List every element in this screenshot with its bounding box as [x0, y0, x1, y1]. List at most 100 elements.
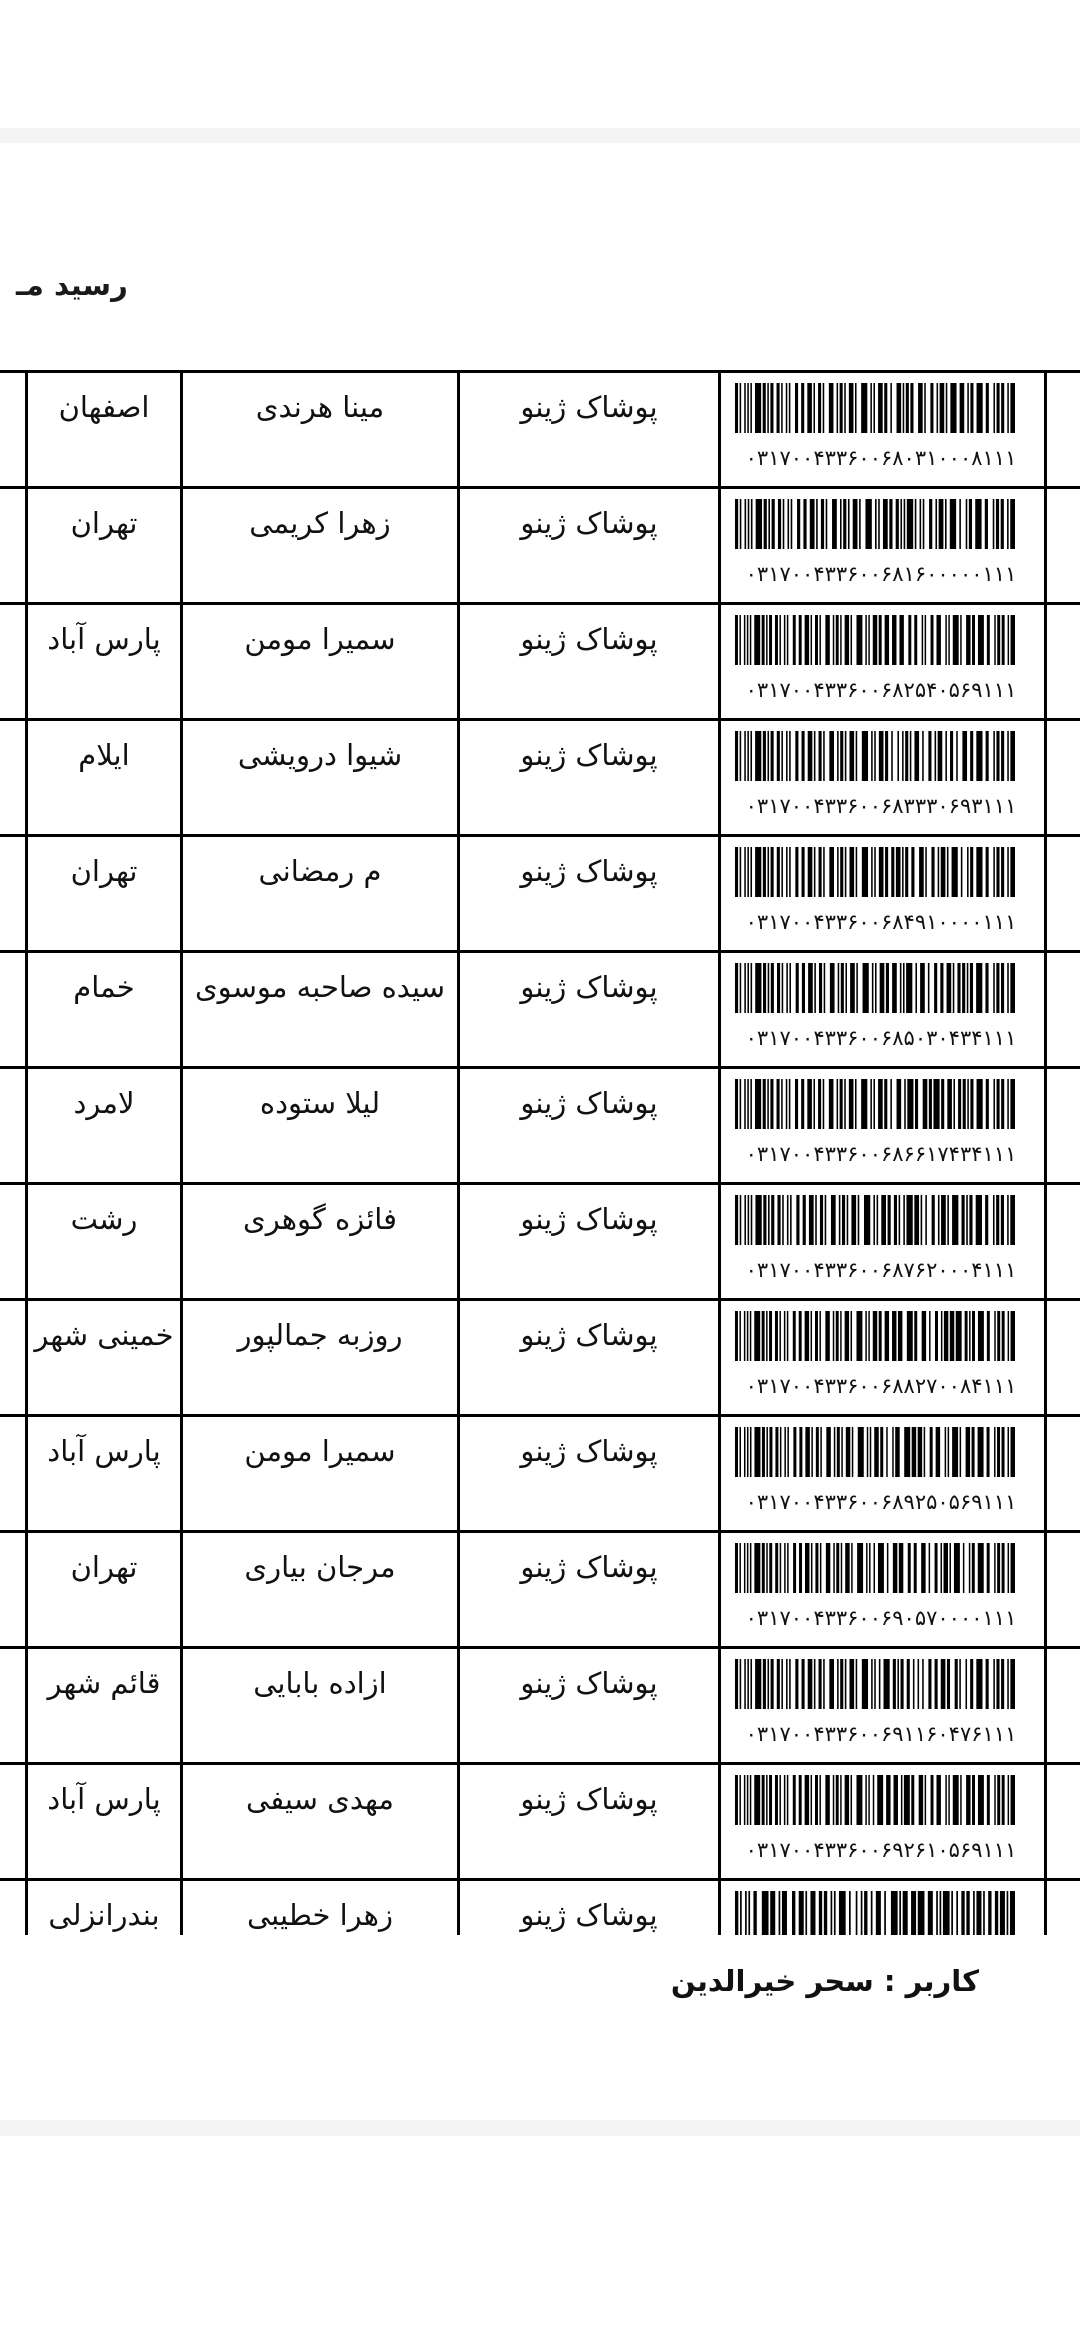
city-cell: خمینی شهر	[28, 1301, 180, 1414]
code-tail-cell: ۰۱	[0, 605, 25, 718]
barcode-number: ۰۳۱۷۰۰۴۳۳۶۰۰۶۸۸۲۷۰۰۸۴۱۱۱	[745, 1374, 1017, 1398]
barcode-cell: ۰۳۱۷۰۰۴۳۳۶۰۰۶۹۲۶۱۰۵۶۹۱۱۱	[721, 1765, 1044, 1878]
city-cell: پارس آباد	[28, 1417, 180, 1530]
sender-cell: پوشاک ژینو	[460, 1881, 718, 1935]
barcode-cell: ۰۳۱۷۰۰۴۳۳۶۰۰۶۸۲۵۴۰۵۶۹۱۱۱	[721, 605, 1044, 718]
code-tail-cell: ۰۲	[0, 1881, 25, 1935]
sender-cell: پوشاک ژینو	[460, 605, 718, 718]
receiver-cell: سمیرا مومن	[183, 1417, 457, 1530]
code-tail-cell: ۰۲	[0, 1185, 25, 1298]
sender-cell: پوشاک ژینو	[460, 837, 718, 950]
sender-cell: پوشاک ژینو	[460, 489, 718, 602]
city-cell: تهران	[28, 489, 180, 602]
barcode-cell: ۰۳۱۷۰۰۴۳۳۶۰۰۶۸۳۳۳۰۶۹۳۱۱۱	[721, 721, 1044, 834]
barcode-cell: ۰۳۱۷۰۰۴۳۳۶۰۰۶۸۶۶۱۷۴۳۴۱۱۱	[721, 1069, 1044, 1182]
receiver-cell: لیلا ستوده	[183, 1069, 457, 1182]
right-edge-cell	[1047, 1765, 1080, 1878]
barcode-number: ۰۳۱۷۰۰۴۳۳۶۰۰۶۸۶۶۱۷۴۳۴۱۱۱	[745, 1142, 1017, 1166]
receiver-cell: زهرا کریمی	[183, 489, 457, 602]
right-edge-cell	[1047, 1649, 1080, 1762]
page-separator-band-bottom	[0, 2120, 1080, 2136]
code-tail-cell: ۰۲	[0, 1649, 25, 1762]
receiver-cell: زهرا خطیبی	[183, 1881, 457, 1935]
code-tail-cell: ۰۲	[0, 1069, 25, 1182]
right-edge-cell	[1047, 1185, 1080, 1298]
sender-cell: پوشاک ژینو	[460, 1185, 718, 1298]
city-cell: ایلام	[28, 721, 180, 834]
barcode-cell: ۰۳۱۷۰۰۴۳۳۶۰۰۶۸۴۹۱۰۰۰۰۱۱۱	[721, 837, 1044, 950]
barcode-cell: ۰۳۱۷۰۰۴۳۳۶۰۰۶۸۰۳۱۰۰۰۸۱۱۱	[721, 373, 1044, 486]
sender-cell: پوشاک ژینو	[460, 373, 718, 486]
barcode-cell: ۰۳۱۷۰۰۴۳۳۶۰۰۶۹۰۵۷۰۰۰۰۱۱۱	[721, 1533, 1044, 1646]
barcode-number: ۰۳۱۷۰۰۴۳۳۶۰۰۶۸۴۹۱۰۰۰۰۱۱۱	[745, 910, 1017, 934]
right-edge-cell	[1047, 489, 1080, 602]
barcode-number: ۰۳۱۷۰۰۴۳۳۶۰۰۶۸۰۳۱۰۰۰۸۱۱۱	[745, 446, 1017, 470]
barcode-number: ۰۳۱۷۰۰۴۳۳۶۰۰۶۸۲۵۴۰۵۶۹۱۱۱	[745, 678, 1017, 702]
page-title: رسید مـ	[16, 268, 128, 302]
receiver-cell: سیده صاحبه موسوی	[183, 953, 457, 1066]
receiver-cell: م رمضانی	[183, 837, 457, 950]
city-cell: رشت	[28, 1185, 180, 1298]
right-edge-cell	[1047, 605, 1080, 718]
sender-cell: پوشاک ژینو	[460, 721, 718, 834]
receiver-cell: مینا هرندی	[183, 373, 457, 486]
barcode-image	[735, 1079, 1015, 1129]
sender-cell: پوشاک ژینو	[460, 1765, 718, 1878]
code-tail-cell: ۰۱	[0, 373, 25, 486]
code-tail-cell: ۰۲	[0, 1533, 25, 1646]
receiver-cell: ازاده بابایی	[183, 1649, 457, 1762]
code-tail-cell: ۰۲	[0, 1301, 25, 1414]
right-edge-cell	[1047, 1069, 1080, 1182]
city-cell: پارس آباد	[28, 1765, 180, 1878]
right-edge-cell	[1047, 953, 1080, 1066]
barcode-image	[735, 1891, 1015, 1935]
city-cell: لامرد	[28, 1069, 180, 1182]
page-separator-band-top	[0, 128, 1080, 143]
barcode-number: ۰۳۱۷۰۰۴۳۳۶۰۰۶۸۱۶۰۰۰۰۰۱۱۱	[745, 562, 1017, 586]
sender-cell: پوشاک ژینو	[460, 1533, 718, 1646]
barcode-image	[735, 1775, 1015, 1825]
sender-cell: پوشاک ژینو	[460, 1649, 718, 1762]
barcode-cell: ۰۳۱۷۰۰۴۳۳۶۰۰۶۹۱۱۶۰۴۷۶۱۱۱	[721, 1649, 1044, 1762]
sender-cell: پوشاک ژینو	[460, 1301, 718, 1414]
barcode-number: ۰۳۱۷۰۰۴۳۳۶۰۰۶۸۳۳۳۰۶۹۳۱۱۱	[745, 794, 1017, 818]
barcode-cell: ۰۳۱۷۰۰۴۳۳۶۰۰۶۸۷۶۲۰۰۰۴۱۱۱	[721, 1185, 1044, 1298]
barcode-image	[735, 1195, 1015, 1245]
receiver-cell: روزبه جمالپور	[183, 1301, 457, 1414]
barcode-cell: ۰۳۱۷۰۰۴۳۳۶۰۰۶۸۹۲۵۰۵۶۹۱۱۱	[721, 1417, 1044, 1530]
right-edge-cell	[1047, 1881, 1080, 1935]
city-cell: بندرانزلی	[28, 1881, 180, 1935]
barcode-cell	[721, 1881, 1044, 1935]
receiver-cell: مرجان بیاری	[183, 1533, 457, 1646]
receiver-cell: فائزه گوهری	[183, 1185, 457, 1298]
barcode-image	[735, 383, 1015, 433]
code-tail-cell: ۰۲	[0, 953, 25, 1066]
barcode-number: ۰۳۱۷۰۰۴۳۳۶۰۰۶۸۹۲۵۰۵۶۹۱۱۱	[745, 1490, 1017, 1514]
receiver-cell: سمیرا مومن	[183, 605, 457, 718]
footer-user-label: کاربر : سحر خیرالدین	[670, 1964, 979, 1998]
barcode-image	[735, 1543, 1015, 1593]
sender-cell: پوشاک ژینو	[460, 953, 718, 1066]
barcode-image	[735, 963, 1015, 1013]
sender-cell: پوشاک ژینو	[460, 1417, 718, 1530]
barcode-number: ۰۳۱۷۰۰۴۳۳۶۰۰۶۹۱۱۶۰۴۷۶۱۱۱	[745, 1722, 1017, 1746]
receiver-cell: مهدی سیفی	[183, 1765, 457, 1878]
code-tail-cell: ۰۲	[0, 1765, 25, 1878]
city-cell: خمام	[28, 953, 180, 1066]
right-edge-cell	[1047, 721, 1080, 834]
barcode-cell: ۰۳۱۷۰۰۴۳۳۶۰۰۶۸۵۰۳۰۴۳۴۱۱۱	[721, 953, 1044, 1066]
right-edge-cell	[1047, 1417, 1080, 1530]
barcode-number: ۰۳۱۷۰۰۴۳۳۶۰۰۶۸۷۶۲۰۰۰۴۱۱۱	[745, 1258, 1017, 1282]
barcode-image	[735, 847, 1015, 897]
code-tail-cell: ۰۱	[0, 721, 25, 834]
barcode-image	[735, 615, 1015, 665]
right-edge-cell	[1047, 373, 1080, 486]
city-cell: اصفهان	[28, 373, 180, 486]
city-cell: پارس آباد	[28, 605, 180, 718]
code-tail-cell: ۰۱	[0, 489, 25, 602]
barcode-image	[735, 499, 1015, 549]
right-edge-cell	[1047, 1301, 1080, 1414]
